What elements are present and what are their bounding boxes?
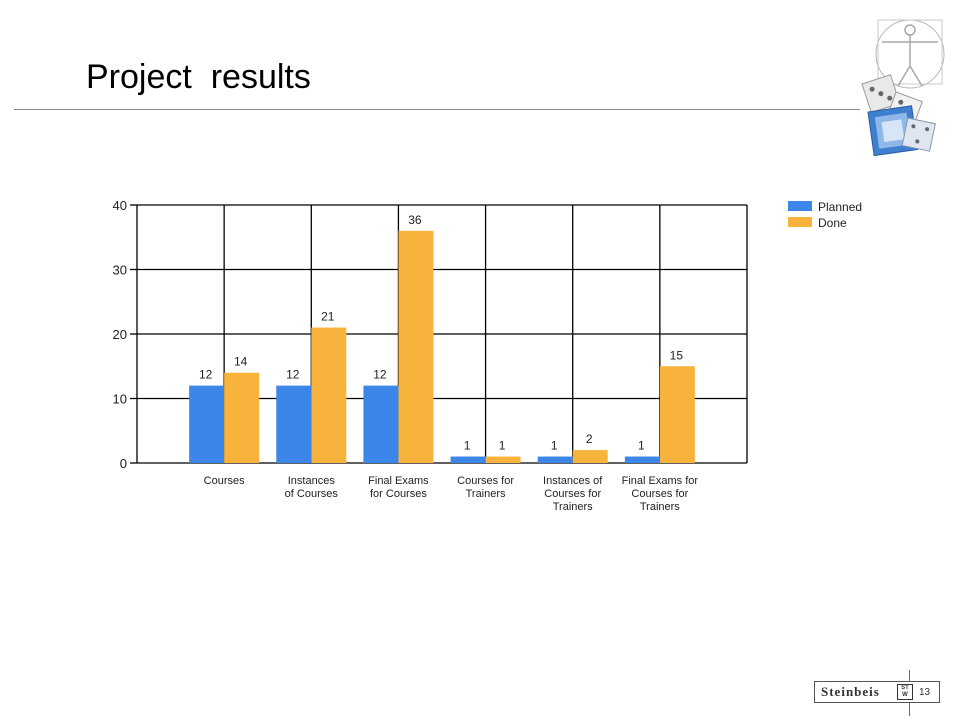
y-tick-label: 20 [113, 327, 127, 342]
legend-swatch-done [788, 217, 812, 227]
data-label: 36 [408, 213, 422, 227]
x-tick-label: Final Exams for [622, 475, 699, 487]
x-tick-label: Final Exams [368, 475, 429, 487]
x-tick-label: Trainers [466, 488, 506, 500]
x-tick-label: Trainers [640, 501, 680, 513]
brand-mark-icon: ST W [897, 684, 913, 700]
data-label: 2 [586, 432, 593, 446]
data-label: 12 [199, 368, 213, 382]
x-tick-label: Trainers [553, 501, 593, 513]
title-divider [14, 109, 860, 110]
bar-done [485, 456, 521, 463]
bar-planned [624, 456, 660, 463]
x-tick-label: Courses for [457, 475, 514, 487]
y-tick-label: 30 [113, 263, 127, 278]
x-tick-label: Instances [288, 475, 336, 487]
bar-done [572, 450, 608, 463]
legend-label: Done [818, 216, 847, 230]
x-tick-label: for Courses [370, 488, 427, 500]
steinbeis-logo: Steinbeis ST W 13 [814, 681, 940, 703]
data-label: 1 [551, 439, 558, 453]
vitruvian-dice-logo-icon [861, 19, 945, 157]
bar-done [224, 372, 260, 463]
y-tick-label: 0 [120, 456, 127, 471]
data-label: 1 [638, 439, 645, 453]
brand-name: Steinbeis [821, 684, 880, 699]
y-tick-label: 10 [113, 392, 127, 407]
x-tick-label: Instances of [543, 475, 603, 487]
bar-planned [189, 385, 225, 463]
data-label: 12 [373, 368, 387, 382]
page-title: Project results [86, 58, 311, 96]
y-tick-label: 40 [113, 198, 127, 213]
bar-planned [537, 456, 573, 463]
legend-label: Planned [818, 200, 862, 214]
bar-planned [450, 456, 486, 463]
data-label: 12 [286, 368, 300, 382]
x-tick-label: Courses for [631, 488, 688, 500]
data-label: 21 [321, 310, 335, 324]
data-label: 15 [670, 348, 684, 362]
bar-done [311, 327, 347, 463]
data-label: 1 [499, 439, 506, 453]
bar-planned [276, 385, 312, 463]
bar-done [659, 366, 695, 463]
bar-planned [363, 385, 399, 463]
bar-done [398, 230, 434, 463]
x-tick-label: Courses [204, 475, 245, 487]
page-number: 13 [919, 686, 931, 698]
data-label: 14 [234, 355, 248, 369]
x-tick-label: Courses for [544, 488, 601, 500]
data-label: 1 [464, 439, 471, 453]
legend-swatch-planned [788, 201, 812, 211]
x-tick-label: of Courses [285, 488, 339, 500]
